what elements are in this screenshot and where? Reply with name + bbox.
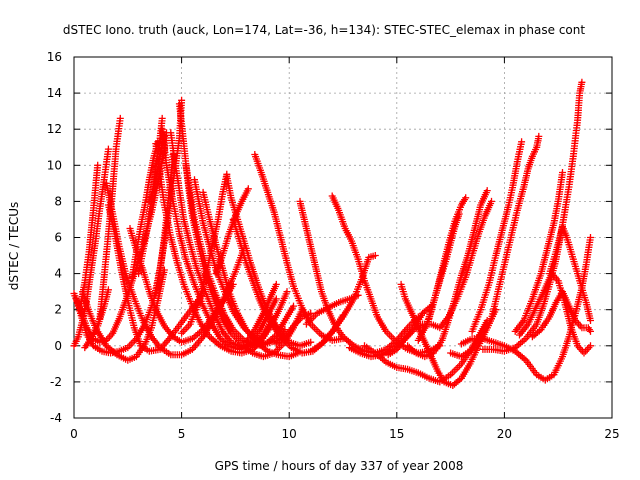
data-point-markers [528, 288, 594, 341]
data-track [468, 138, 526, 335]
chart-title: dSTEC Iono. truth (auck, Lon=174, Lat=-3… [63, 23, 585, 37]
data-track [425, 194, 470, 323]
y-tick-label: 16 [47, 50, 62, 64]
data-point-markers [425, 194, 470, 323]
data-track [447, 132, 543, 361]
data-track [404, 187, 491, 361]
data-track [328, 192, 444, 357]
data-track [178, 170, 231, 337]
data-track [242, 280, 280, 346]
data-point-markers [447, 132, 543, 361]
data-point-markers [242, 280, 280, 346]
y-tick-label: 14 [47, 86, 62, 100]
x-tick-label: 0 [70, 427, 78, 441]
data-point-markers [272, 309, 315, 348]
data-track [272, 309, 315, 348]
y-tick-label: 4 [54, 267, 62, 281]
axis-ticks: 0 5 10 15 20 25 -4 -2 0 2 4 6 8 10 12 14 16 [47, 50, 620, 441]
y-tick-label: -4 [50, 411, 62, 425]
y-tick-label: 6 [54, 231, 62, 245]
data-point-markers [152, 151, 177, 299]
x-tick-label: 15 [389, 427, 404, 441]
y-tick-label: -2 [50, 375, 62, 389]
y-tick-label: 2 [54, 303, 62, 317]
x-tick-label: 25 [604, 427, 619, 441]
y-tick-label: 0 [54, 339, 62, 353]
y-tick-label: 8 [54, 194, 62, 208]
x-tick-label: 10 [282, 427, 297, 441]
data-point-markers [546, 223, 594, 324]
data-points [70, 78, 594, 389]
y-tick-label: 10 [47, 158, 62, 172]
data-point-markers [511, 169, 566, 335]
y-axis-label: dSTEC / TECUs [7, 202, 21, 291]
x-tick-label: 20 [497, 427, 512, 441]
data-point-markers [468, 138, 526, 335]
x-tick-label: 5 [178, 427, 186, 441]
y-tick-label: 12 [47, 122, 62, 136]
data-track [528, 288, 594, 341]
data-point-markers [328, 192, 444, 357]
data-point-markers [404, 187, 491, 361]
data-track [152, 151, 177, 299]
data-point-markers [178, 170, 231, 337]
data-track [511, 169, 566, 335]
data-track [546, 223, 594, 324]
x-axis-label: GPS time / hours of day 337 of year 2008 [215, 459, 464, 473]
